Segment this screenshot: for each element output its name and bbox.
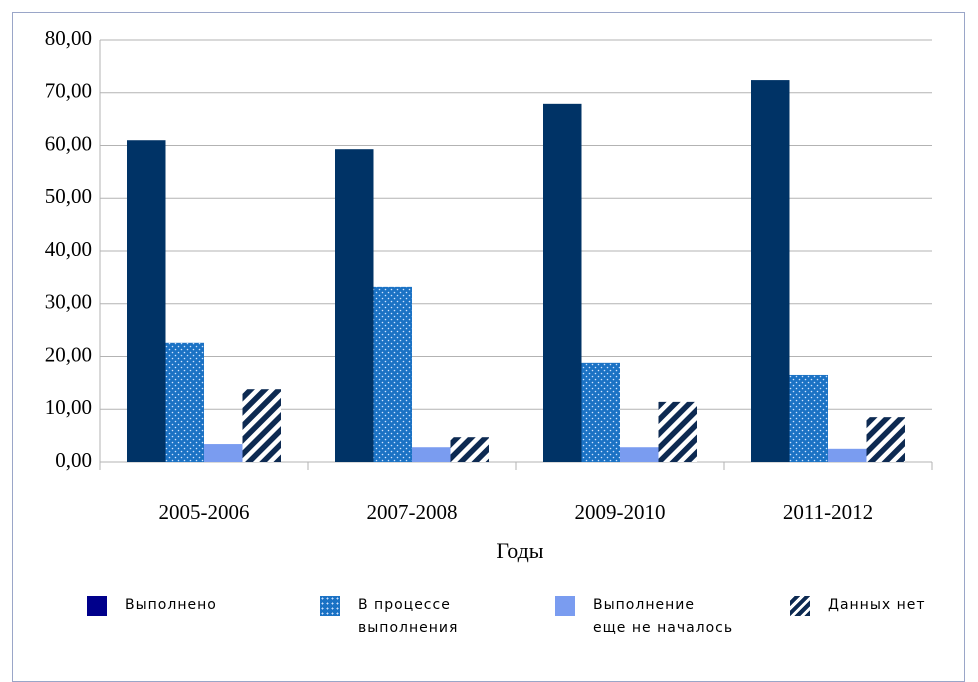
y-tick-label: 30,00: [45, 290, 92, 314]
bar: [165, 342, 204, 462]
bar: [204, 444, 243, 462]
bar: [658, 401, 697, 462]
bar: [242, 389, 281, 462]
legend-swatch: [555, 596, 575, 616]
legend-swatch: [320, 596, 340, 616]
bar: [335, 149, 374, 462]
bar: [620, 447, 659, 462]
bar: [373, 286, 412, 462]
y-tick-label: 80,00: [45, 26, 92, 50]
legend-label: В процессе выполнения: [358, 597, 459, 636]
bar: [412, 447, 451, 462]
y-tick-label: 40,00: [45, 237, 92, 261]
x-tick-label: 2005-2006: [159, 500, 250, 524]
legend-swatch: [790, 596, 810, 616]
bar: [828, 448, 867, 462]
y-tick-label: 60,00: [45, 131, 92, 155]
bar: [127, 140, 166, 462]
legend-item: В процессе выполнения: [320, 594, 458, 640]
bar: [543, 103, 582, 462]
y-tick-label: 20,00: [45, 342, 92, 366]
x-tick-label: 2011-2012: [783, 500, 873, 524]
legend-item: Выполнено: [87, 594, 217, 617]
legend-swatch: [87, 596, 107, 616]
x-tick-label: 2007-2008: [367, 500, 458, 524]
y-tick-label: 70,00: [45, 79, 92, 103]
x-tick-label: 2009-2010: [575, 500, 666, 524]
y-tick-label: 10,00: [45, 395, 92, 419]
x-axis-title: Годы: [496, 538, 543, 563]
bar: [581, 362, 620, 462]
legend-label: Данных нет: [828, 597, 926, 613]
legend-item: Данных нет: [790, 594, 926, 617]
bar: [450, 437, 489, 462]
y-tick-label: 0,00: [55, 448, 92, 472]
legend-label: Выполнено: [125, 597, 217, 613]
bar: [789, 374, 828, 462]
y-tick-label: 50,00: [45, 184, 92, 208]
bar: [866, 417, 905, 462]
legend-item: Выполнение еще не началось: [555, 594, 733, 640]
bar: [751, 80, 790, 462]
legend-label: Выполнение еще не началось: [593, 597, 734, 636]
